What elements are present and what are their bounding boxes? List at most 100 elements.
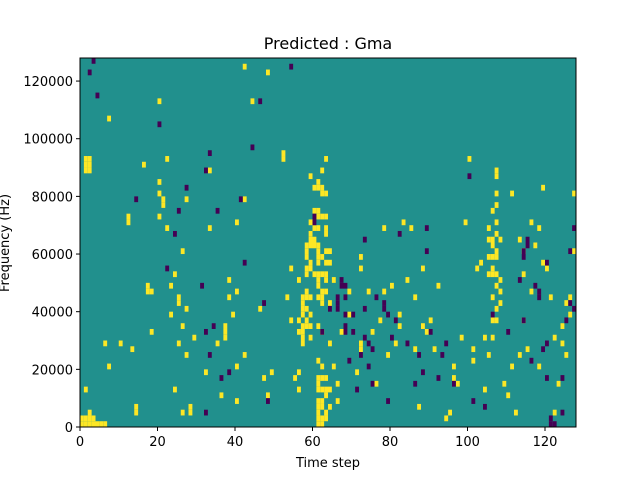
heatmap-cell-low: [173, 230, 177, 237]
heatmap-cell-high: [308, 230, 313, 237]
heatmap-cell-high: [397, 323, 402, 329]
heatmap-cell-high: [455, 380, 460, 387]
heatmap-cell-low: [452, 380, 456, 387]
heatmap-cell-high: [521, 271, 526, 278]
heatmap-cell-high: [304, 254, 309, 260]
heatmap-cell-high: [223, 323, 228, 329]
heatmap-cell-high: [324, 271, 329, 278]
heatmap-cell-high: [479, 259, 484, 266]
heatmap-cell-high: [300, 311, 305, 318]
x-tick-label: 120: [533, 435, 558, 450]
heatmap-cell-high: [366, 288, 371, 295]
heatmap-cell-high: [428, 317, 433, 324]
heatmap-cell-high: [289, 317, 294, 324]
heatmap-cell-high: [215, 340, 220, 347]
heatmap-cell-high: [486, 236, 491, 243]
heatmap-cell-high: [545, 265, 549, 272]
heatmap-cell-high: [514, 409, 518, 416]
heatmap-cell-high: [184, 305, 189, 312]
heatmap-cell-high: [552, 409, 557, 416]
heatmap-cell-low: [533, 282, 538, 289]
heatmap-cell-high: [312, 225, 317, 231]
heatmap-cell-high: [386, 352, 391, 358]
heatmap-cell-low: [362, 236, 367, 243]
heatmap-cell-high: [103, 340, 108, 347]
heatmap-cell-high: [316, 259, 321, 266]
heatmap-cell-low: [521, 248, 526, 255]
heatmap-cell-high: [347, 288, 352, 295]
heatmap-cell-high: [312, 271, 317, 278]
heatmap-cell-high: [324, 248, 329, 255]
heatmap-cell-high: [188, 409, 193, 416]
heatmap-cell-high: [161, 196, 166, 203]
heatmap-cell-high: [320, 184, 325, 191]
heatmap-cell-high: [227, 277, 232, 283]
heatmap-cell-high: [382, 288, 387, 295]
heatmap-cell-high: [494, 254, 499, 260]
heatmap-cell-high: [184, 352, 189, 358]
chart-title: Predicted : Gma: [264, 34, 392, 53]
heatmap-cell-high: [308, 323, 313, 329]
heatmap-cell-high: [316, 207, 321, 214]
heatmap-cell-high: [304, 288, 309, 295]
heatmap-cell-high: [502, 380, 507, 387]
heatmap-cell-high: [483, 386, 487, 393]
heatmap-cell-high: [308, 173, 313, 180]
heatmap-cell-high: [510, 190, 515, 197]
heatmap-cell-high: [324, 375, 329, 381]
heatmap-cell-low: [545, 340, 549, 347]
heatmap-cell-high: [432, 346, 437, 353]
heatmap-cell-high: [80, 421, 84, 427]
heatmap-cell-high: [235, 288, 239, 295]
heatmap-cell-high: [529, 288, 534, 295]
heatmap-cell-high: [297, 277, 301, 283]
heatmap-cell-high: [490, 236, 495, 243]
heatmap-cell-low: [386, 398, 391, 404]
heatmap-cell-low: [339, 282, 344, 289]
heatmap-cell-low: [262, 300, 267, 306]
heatmap-cell-low: [165, 265, 170, 272]
heatmap-cell-low: [572, 225, 577, 231]
heatmap-cell-high: [142, 161, 146, 168]
heatmap-cell-high: [316, 271, 321, 278]
heatmap-cell-high: [494, 190, 499, 197]
heatmap-cell-high: [548, 294, 553, 301]
heatmap-cell-high: [494, 248, 499, 255]
heatmap-cell-high: [370, 328, 375, 335]
heatmap-cell-high: [157, 179, 162, 185]
heatmap-cell-high: [541, 184, 546, 191]
heatmap-cell-high: [339, 328, 344, 335]
heatmap-cell-high: [316, 282, 321, 289]
heatmap-cell-low: [366, 363, 371, 370]
heatmap-cell-high: [83, 386, 88, 393]
heatmap-cell-low: [347, 357, 352, 364]
heatmap-cell-high: [316, 357, 321, 364]
heatmap-cell-high: [467, 156, 472, 162]
heatmap-cell-high: [300, 323, 305, 329]
heatmap-cell-high: [517, 352, 522, 358]
heatmap-cell-high: [324, 156, 329, 162]
heatmap-cell-high: [235, 363, 239, 370]
heatmap-cell-high: [494, 202, 499, 208]
heatmap-cell-high: [285, 294, 290, 301]
heatmap-cell-high: [533, 242, 538, 249]
heatmap-cell-high: [320, 415, 325, 422]
heatmap-cell-high: [231, 311, 236, 318]
heatmap-cell-high: [355, 369, 360, 376]
heatmap-cell-high: [421, 265, 425, 272]
heatmap-cell-high: [289, 265, 294, 272]
heatmap-cell-low: [424, 225, 429, 231]
heatmap-cell-low: [393, 317, 398, 324]
heatmap-cell-high: [157, 98, 162, 105]
heatmap-cell-low: [490, 311, 495, 318]
heatmap-cell-high: [320, 190, 325, 197]
heatmap-cell-high: [405, 277, 410, 283]
heatmap-cell-high: [300, 340, 305, 347]
heatmap-cell-high: [320, 421, 325, 427]
heatmap-cell-high: [421, 323, 425, 329]
heatmap-cell-high: [320, 300, 325, 306]
heatmap-cell-high: [347, 311, 352, 318]
heatmap-cell-high: [91, 421, 96, 427]
heatmap-cell-high: [359, 254, 363, 260]
heatmap-cell-high: [87, 161, 92, 168]
